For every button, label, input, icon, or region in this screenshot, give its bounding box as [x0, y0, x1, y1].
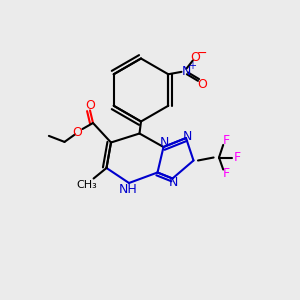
Text: O: O: [190, 51, 200, 64]
Text: −: −: [196, 47, 207, 60]
Text: +: +: [188, 61, 196, 71]
Text: NH: NH: [119, 183, 138, 196]
Text: O: O: [197, 78, 207, 91]
Text: O: O: [85, 99, 95, 112]
Text: F: F: [223, 167, 230, 180]
Text: F: F: [223, 134, 230, 147]
Text: N: N: [168, 176, 178, 189]
Text: O: O: [73, 126, 82, 139]
Text: N: N: [159, 136, 169, 149]
Text: CH₃: CH₃: [76, 179, 97, 190]
Text: F: F: [234, 151, 241, 164]
Text: N: N: [182, 130, 192, 143]
Text: N: N: [182, 65, 191, 78]
